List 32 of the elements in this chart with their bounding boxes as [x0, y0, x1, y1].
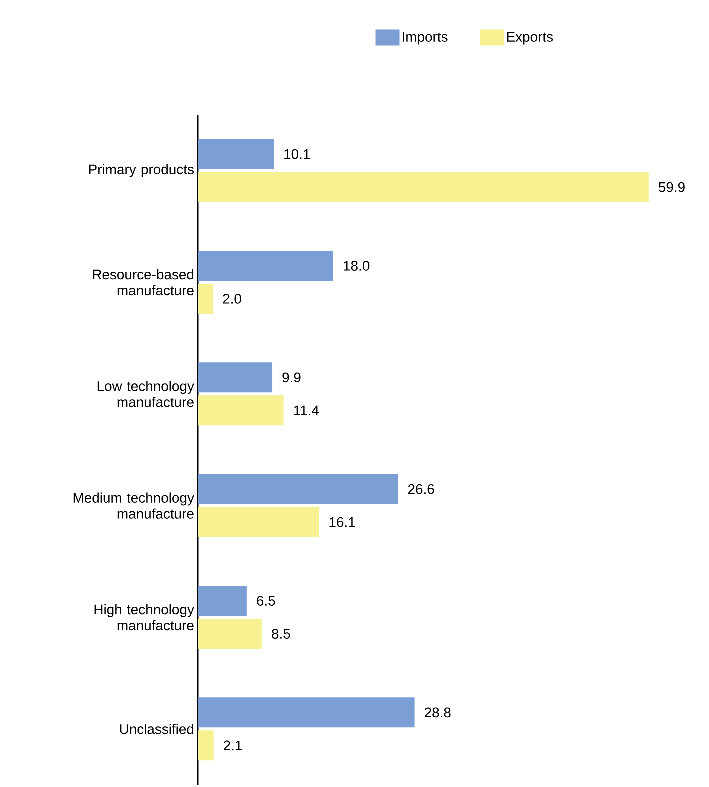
bar: [198, 730, 214, 761]
data-label: 6.5: [257, 596, 276, 606]
data-label: 59.9: [658, 182, 685, 192]
data-label: 8.5: [272, 629, 290, 639]
bar: [198, 698, 415, 728]
bar: [198, 362, 273, 393]
data-label: 10.1: [284, 149, 310, 160]
data-label: 26.6: [408, 484, 434, 494]
bar: [198, 474, 398, 504]
data-label: 18.0: [344, 261, 370, 271]
data-label: 28.8: [425, 708, 451, 718]
y-tick-label: Resource-based manufacture: [93, 269, 194, 296]
bar: [198, 507, 320, 538]
data-label: 2.1: [224, 740, 242, 751]
bar: [198, 619, 262, 650]
bar: [198, 139, 274, 170]
y-tick-label: Unclassified: [120, 724, 194, 734]
y-tick-label: Low technology manufacture: [98, 381, 194, 408]
bar: [198, 251, 334, 282]
bar: [198, 172, 649, 202]
bar: [198, 586, 247, 616]
bar: [198, 396, 284, 426]
y-tick-label: Primary products: [89, 164, 194, 178]
data-label: 11.4: [294, 406, 320, 416]
bar: [198, 284, 214, 314]
legend-label: Exports: [507, 32, 554, 45]
data-label: 16.1: [330, 517, 356, 528]
y-tick-label: High technology manufacture: [94, 604, 194, 631]
data-label: 9.9: [282, 372, 301, 383]
legend-label: Imports: [403, 32, 448, 45]
y-tick-label: Medium technology manufacture: [74, 492, 194, 519]
data-label: 2.0: [223, 294, 242, 304]
